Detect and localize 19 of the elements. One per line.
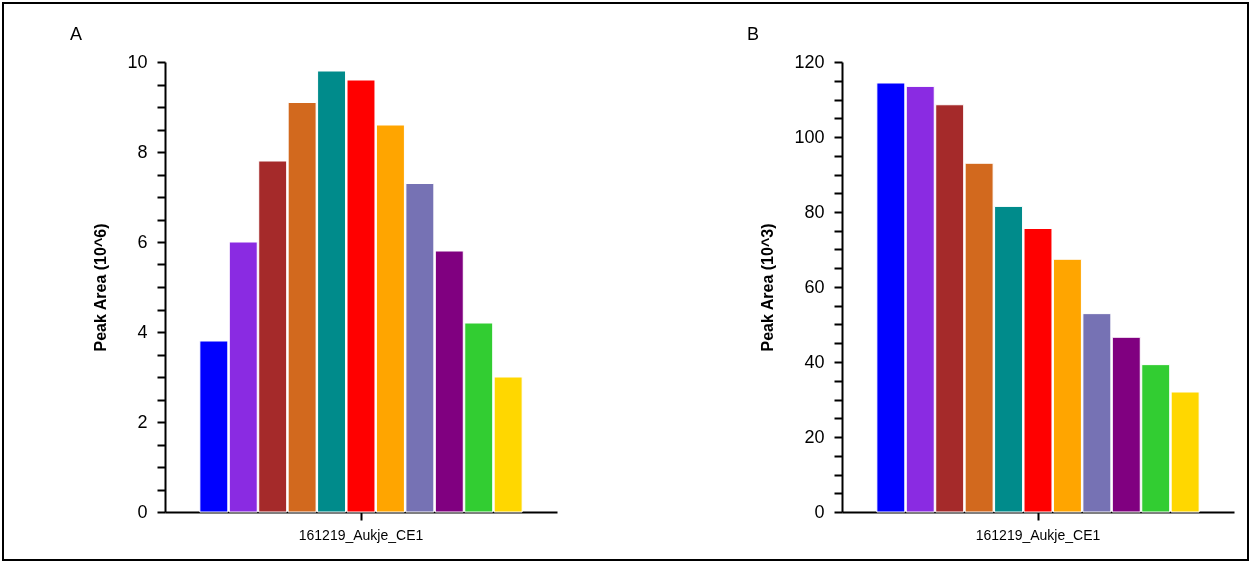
y-tick-label: 10 (127, 51, 148, 72)
y-tick-label: 2 (137, 411, 148, 432)
y-tick-label: 120 (794, 51, 825, 72)
y-tick-label: 40 (804, 351, 825, 372)
chart-title: B (747, 24, 760, 44)
x-tick-label: 161219_Aukje_CE1 (298, 526, 424, 543)
x-tick-label: 161219_Aukje_CE1 (975, 526, 1101, 543)
y-tick-label: 8 (137, 141, 148, 162)
y-tick-label: 0 (137, 501, 148, 522)
y-tick-label: 80 (804, 201, 825, 222)
y-tick-label: 20 (804, 426, 825, 447)
chart-title: A (70, 24, 83, 44)
y-tick-label: 4 (137, 321, 148, 342)
y-tick-label: 6 (137, 231, 148, 252)
y-axis-title: Peak Area (10^3) (759, 223, 777, 352)
y-axis-title: Peak Area (10^6) (92, 223, 110, 352)
y-tick-label: 100 (794, 126, 825, 147)
y-tick-label: 0 (814, 501, 825, 522)
y-tick-label: 60 (804, 276, 825, 297)
